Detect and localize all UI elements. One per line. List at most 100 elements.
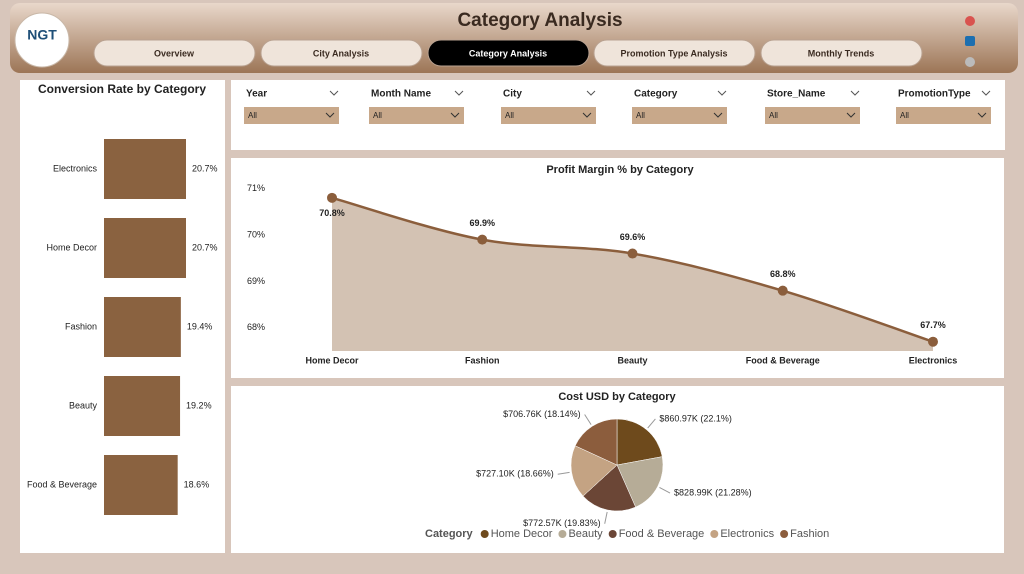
bar bbox=[104, 455, 178, 515]
data-label: $706.76K (18.14%) bbox=[503, 409, 581, 419]
dropdown-value: All bbox=[248, 111, 257, 120]
chevron bbox=[325, 112, 335, 118]
dropdown[interactable] bbox=[896, 107, 991, 124]
filter-label: Year bbox=[246, 89, 267, 100]
data-label: 69.9% bbox=[469, 218, 495, 228]
leader-line bbox=[557, 471, 570, 475]
chevron bbox=[850, 90, 860, 96]
filter-label: City bbox=[503, 89, 522, 100]
leader-line bbox=[659, 486, 671, 494]
tab-label: City Analysis bbox=[313, 48, 369, 58]
data-label: 20.7% bbox=[192, 163, 218, 173]
dropdown[interactable] bbox=[765, 107, 860, 124]
dropdown-value: All bbox=[900, 111, 909, 120]
data-label: 68.8% bbox=[770, 269, 796, 279]
dropdown-value: All bbox=[505, 111, 514, 120]
chevron bbox=[846, 112, 856, 118]
tab[interactable] bbox=[760, 39, 923, 67]
chevron bbox=[582, 112, 592, 118]
point bbox=[777, 285, 788, 296]
dropdown[interactable] bbox=[369, 107, 464, 124]
dropdown[interactable] bbox=[501, 107, 596, 124]
point bbox=[327, 192, 337, 203]
tab[interactable] bbox=[260, 39, 423, 67]
page-title: Category Analysis bbox=[457, 10, 622, 31]
data-label: 67.7% bbox=[920, 320, 946, 330]
legend-label: Home Decor bbox=[491, 528, 553, 540]
chevron bbox=[713, 112, 723, 118]
data-label: 70.8% bbox=[319, 208, 345, 218]
dropdown-value: All bbox=[636, 111, 645, 120]
x-tick-label: Home Decor bbox=[305, 355, 359, 365]
tab-label: Promotion Type Analysis bbox=[620, 48, 727, 58]
point bbox=[477, 234, 488, 245]
chevron bbox=[981, 90, 991, 96]
legend-marker bbox=[710, 530, 719, 538]
area bbox=[332, 197, 933, 351]
leader-line bbox=[647, 418, 656, 429]
legend-label: Beauty bbox=[568, 528, 603, 540]
tab-label: Monthly Trends bbox=[808, 48, 875, 58]
pie-slice bbox=[616, 456, 664, 508]
point bbox=[928, 336, 938, 347]
x-tick-label: Beauty bbox=[617, 355, 647, 365]
legend-marker bbox=[480, 530, 489, 538]
leader-line bbox=[604, 511, 608, 524]
dropdown[interactable] bbox=[244, 107, 339, 124]
data-label: 69.6% bbox=[620, 232, 646, 242]
legend-marker bbox=[780, 530, 789, 538]
y-tick-label: 69% bbox=[247, 276, 265, 286]
data-label: 18.6% bbox=[184, 479, 210, 489]
data-label: $828.99K (21.28%) bbox=[674, 487, 752, 497]
data-label: $772.57K (19.83%) bbox=[523, 518, 601, 528]
tab[interactable] bbox=[427, 39, 590, 67]
category-label: Electronics bbox=[53, 163, 98, 173]
pie-slice bbox=[616, 418, 663, 466]
leader-line bbox=[584, 414, 592, 425]
bar bbox=[104, 376, 181, 436]
legend-title: Category bbox=[425, 528, 474, 540]
dropdown[interactable] bbox=[632, 107, 727, 124]
chevron bbox=[454, 90, 464, 96]
legend-marker bbox=[608, 530, 617, 538]
bar bbox=[104, 218, 186, 278]
tab[interactable] bbox=[593, 39, 756, 67]
icon[interactable] bbox=[965, 36, 975, 46]
tab-label: Category Analysis bbox=[469, 48, 547, 58]
pie-slice bbox=[582, 464, 636, 512]
y-tick-label: 68% bbox=[247, 322, 265, 332]
pie-slice bbox=[574, 418, 618, 466]
x-tick-label: Food & Beverage bbox=[746, 355, 820, 365]
chevron bbox=[717, 90, 727, 96]
chart-title: Cost USD by Category bbox=[558, 391, 676, 403]
chevron bbox=[329, 90, 339, 96]
legend-label: Electronics bbox=[720, 528, 774, 540]
dropdown-value: All bbox=[373, 111, 382, 120]
pie-slice bbox=[570, 445, 618, 497]
icon[interactable] bbox=[965, 57, 975, 67]
legend-marker bbox=[558, 530, 567, 538]
y-tick-label: 70% bbox=[247, 229, 265, 239]
x-tick-label: Electronics bbox=[909, 355, 958, 365]
data-label: $860.97K (22.1%) bbox=[659, 413, 732, 423]
category-label: Fashion bbox=[65, 321, 97, 331]
category-label: Home Decor bbox=[46, 242, 97, 252]
chart-title: Conversion Rate by Category bbox=[38, 82, 206, 96]
legend-label: Fashion bbox=[790, 528, 829, 540]
point bbox=[627, 248, 638, 259]
chevron bbox=[450, 112, 460, 118]
y-tick-label: 71% bbox=[247, 183, 265, 193]
bar bbox=[104, 139, 186, 199]
filter-label: Month Name bbox=[371, 89, 431, 100]
filter-label: Category bbox=[634, 89, 678, 100]
filter-label: PromotionType bbox=[898, 89, 971, 100]
category-label: Food & Beverage bbox=[27, 479, 97, 489]
logo bbox=[14, 12, 70, 68]
icon[interactable] bbox=[965, 16, 975, 26]
data-label: 19.4% bbox=[187, 321, 213, 331]
tab[interactable] bbox=[93, 39, 256, 67]
data-label: 19.2% bbox=[186, 400, 212, 410]
x-tick-label: Fashion bbox=[465, 355, 500, 365]
